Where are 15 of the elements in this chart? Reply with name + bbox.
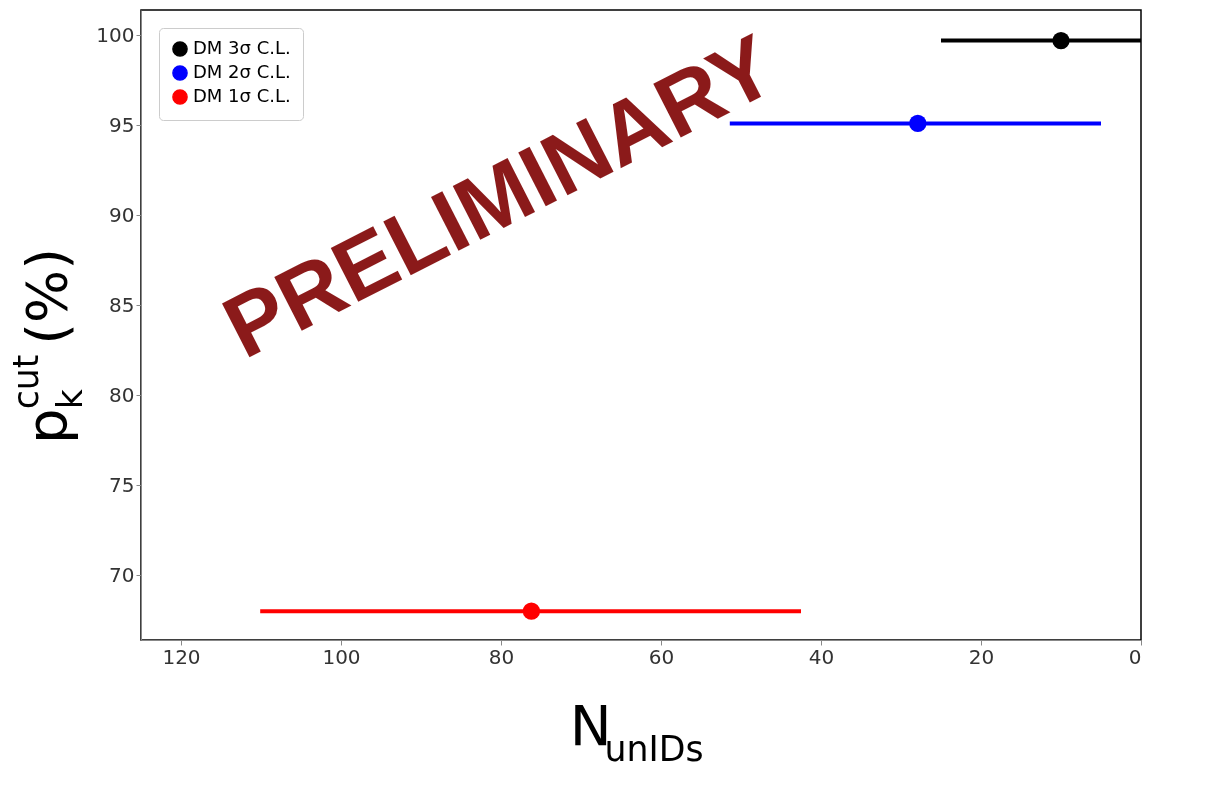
x-tick-label: 40 (808, 644, 835, 669)
x-tick-label: 100 (322, 644, 361, 669)
x-tick-label: 80 (488, 644, 515, 669)
x-tick-label: 0 (1128, 644, 1142, 669)
y-tick-label: 90 (109, 202, 135, 227)
x-tick-label: 60 (648, 644, 675, 669)
y-tick-label: 80 (109, 382, 135, 407)
y-axis-title: pkcut (%) (6, 247, 90, 445)
x-tick-label: 20 (968, 644, 995, 669)
y-tick-label: 70 (109, 562, 135, 587)
y-tick-label: 75 (109, 472, 135, 497)
y-tick-label: 85 (109, 292, 135, 317)
y-tick-label: 100 (96, 22, 135, 47)
y-tick-label: 95 (109, 112, 135, 137)
x-tick-label: 120 (162, 644, 201, 669)
